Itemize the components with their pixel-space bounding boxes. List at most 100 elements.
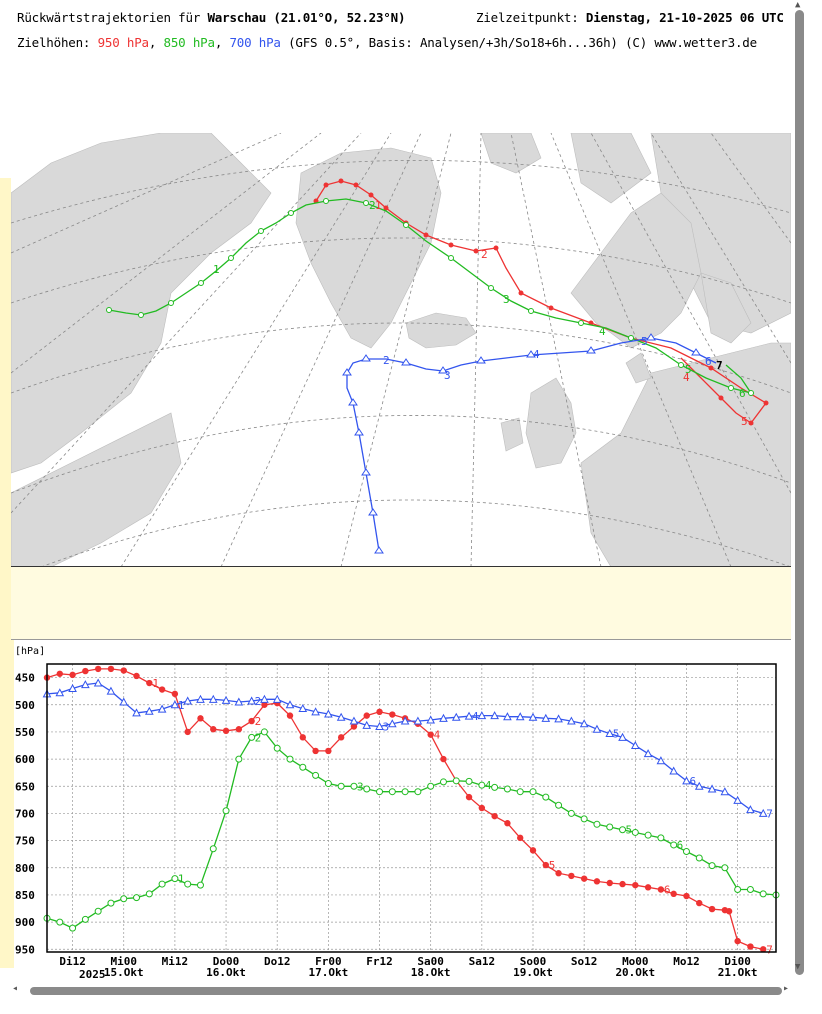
series-700-hpa: 1 2 3 4 5 6 7 bbox=[42, 678, 773, 820]
day-label: 1 bbox=[178, 873, 185, 886]
data-point bbox=[478, 804, 486, 812]
map-label-700-7: 7 bbox=[716, 359, 723, 372]
data-point bbox=[272, 694, 282, 703]
y-tick-label: 800 bbox=[15, 862, 35, 875]
data-point bbox=[324, 780, 332, 788]
y-tick-label: 750 bbox=[15, 835, 35, 848]
data-point bbox=[694, 781, 704, 790]
data-point bbox=[478, 781, 486, 789]
y-tick-label: 550 bbox=[15, 726, 35, 739]
map-label-850-3: 3 bbox=[503, 293, 510, 306]
data-point bbox=[132, 708, 141, 717]
data-point bbox=[285, 700, 295, 709]
page-header: Rückwärtstrajektorien für Warschau (21.0… bbox=[0, 0, 790, 60]
x-tick-label: Sa00 bbox=[417, 955, 444, 968]
y-tick-label: 600 bbox=[15, 753, 35, 766]
data-point bbox=[273, 744, 281, 752]
pressure-chart: [hPa] 450500550600650700750800850900950 … bbox=[15, 646, 780, 981]
data-point bbox=[56, 918, 64, 926]
level-950: 950 hPa bbox=[97, 35, 149, 50]
day-label: 5 bbox=[613, 728, 620, 741]
scroll-right-arrow[interactable]: ▸ bbox=[783, 983, 790, 994]
day-label: 1 bbox=[152, 677, 159, 690]
data-point bbox=[362, 720, 372, 729]
data-point bbox=[82, 667, 89, 675]
x-date-label: 20.Okt bbox=[615, 966, 655, 979]
data-point bbox=[720, 787, 730, 796]
map-label-700-4: 4 bbox=[533, 348, 540, 361]
data-point bbox=[451, 712, 461, 721]
horizontal-scrollbar[interactable] bbox=[30, 987, 782, 995]
data-point bbox=[759, 890, 767, 898]
data-point bbox=[350, 782, 358, 790]
y-tick-label: 450 bbox=[15, 672, 35, 685]
series-950-hpa: 1 2 4 5 6 7 bbox=[43, 665, 773, 956]
data-point bbox=[580, 815, 588, 823]
data-point bbox=[210, 726, 217, 733]
data-point bbox=[94, 907, 102, 915]
scroll-left-arrow[interactable]: ◂ bbox=[12, 983, 19, 994]
data-point bbox=[337, 734, 345, 741]
data-point bbox=[630, 740, 640, 750]
data-point bbox=[158, 686, 166, 693]
data-point bbox=[503, 785, 511, 793]
scroll-down-arrow[interactable]: ▼ bbox=[795, 962, 801, 972]
data-point bbox=[260, 694, 269, 703]
data-point bbox=[555, 801, 563, 809]
data-point bbox=[580, 875, 588, 882]
data-point bbox=[439, 778, 447, 786]
data-point bbox=[106, 686, 116, 695]
data-point bbox=[567, 716, 576, 725]
data-point bbox=[196, 694, 205, 703]
day-label: 6 bbox=[689, 775, 696, 788]
data-point bbox=[312, 771, 320, 779]
year-label: 2025 bbox=[79, 968, 106, 981]
data-point bbox=[696, 899, 703, 907]
x-tick-label: Mi00 bbox=[110, 955, 137, 968]
day-label: 4 bbox=[485, 779, 492, 792]
x-tick-label: Sa12 bbox=[469, 955, 496, 968]
data-point bbox=[81, 915, 89, 923]
data-point bbox=[452, 777, 460, 785]
data-point bbox=[336, 712, 346, 721]
data-point bbox=[758, 808, 768, 817]
data-point bbox=[158, 880, 166, 888]
data-point bbox=[157, 704, 167, 713]
data-point bbox=[209, 845, 217, 853]
map-label-850-4: 4 bbox=[599, 325, 606, 338]
x-date-label: 15.Okt bbox=[104, 966, 144, 979]
data-point bbox=[119, 697, 129, 706]
day-label: 6 bbox=[664, 884, 671, 897]
data-point bbox=[376, 708, 383, 716]
data-point bbox=[503, 712, 512, 721]
map-label-700-5: 5 bbox=[641, 335, 648, 348]
data-point bbox=[247, 696, 256, 705]
data-point bbox=[708, 862, 716, 870]
data-point bbox=[517, 834, 524, 842]
day-label: 7 bbox=[766, 943, 773, 956]
data-point bbox=[388, 788, 396, 796]
vertical-scrollbar[interactable] bbox=[795, 10, 804, 975]
data-point bbox=[708, 905, 716, 913]
trajectory-850-markers bbox=[106, 198, 754, 396]
y-tick-label: 900 bbox=[15, 916, 35, 929]
day-label: 7 bbox=[766, 807, 773, 820]
day-label: 5 bbox=[626, 824, 633, 837]
data-point bbox=[464, 711, 474, 720]
trajectory-850 bbox=[108, 198, 753, 395]
data-point bbox=[440, 755, 447, 763]
target-label: Zielzeitpunkt: bbox=[476, 10, 586, 25]
map-label-950-1: 1 bbox=[375, 199, 382, 212]
data-point bbox=[542, 793, 550, 801]
data-point bbox=[592, 724, 602, 733]
level-700: 700 hPa bbox=[229, 35, 281, 50]
trajectory-map: 2 1 1 2 3 4 5 2 3 4 6 7 4 5 6 5 bbox=[11, 133, 791, 567]
data-point bbox=[222, 727, 230, 735]
data-point bbox=[196, 881, 204, 889]
data-point bbox=[120, 667, 127, 674]
side-strip bbox=[0, 178, 14, 968]
data-point bbox=[363, 785, 371, 793]
data-point bbox=[312, 747, 319, 755]
data-point bbox=[69, 671, 76, 679]
scroll-up-arrow[interactable]: ▲ bbox=[795, 0, 801, 10]
